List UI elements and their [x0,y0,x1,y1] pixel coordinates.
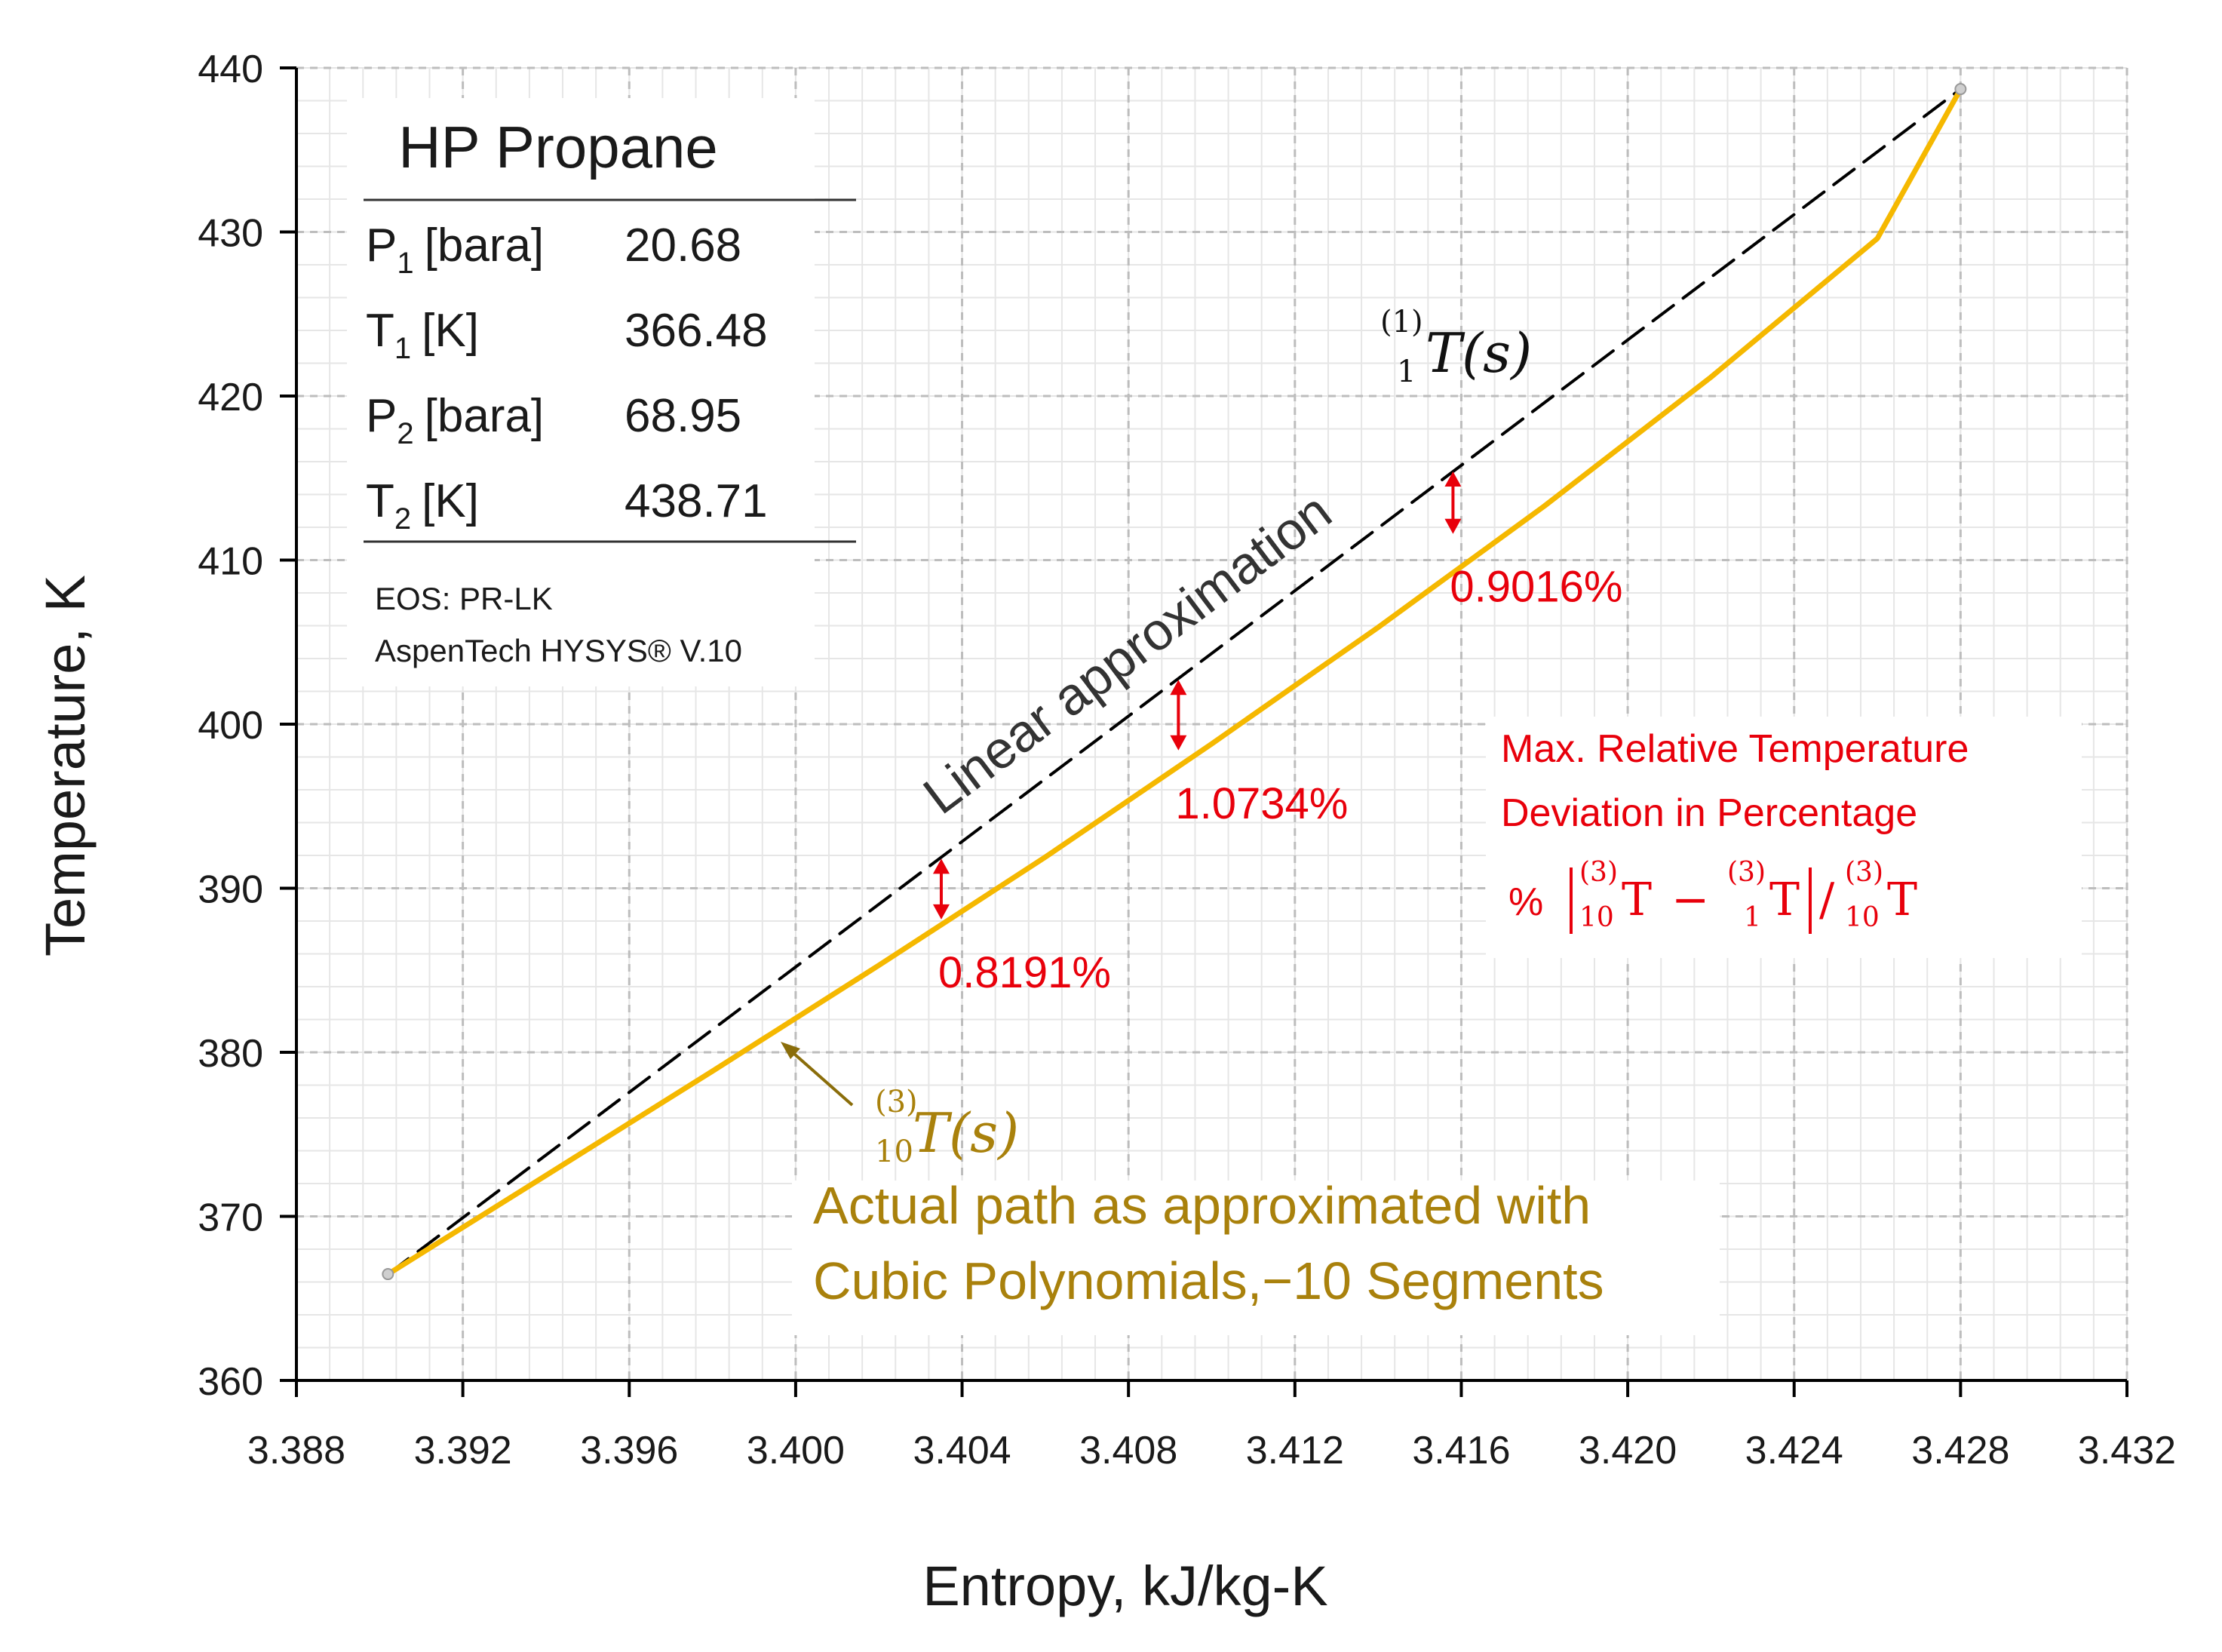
x-tick-label: 3.392 [414,1429,512,1472]
cubic-function-label: (3) 10 T(s) [875,1085,1019,1169]
linear-function-label: (1) 1 T(s) [1380,305,1532,389]
cubic-func-pre: (3) [875,1085,918,1119]
x-tick-label: 3.420 [1579,1429,1677,1472]
x-tick-label: 3.408 [1079,1429,1177,1472]
info-row: T1 [K] 366.48 [366,305,768,365]
y-tick-label: 360 [198,1360,263,1404]
x-tick-label: 3.404 [913,1429,1011,1472]
y-tick-label: 430 [198,212,263,256]
software-label: AspenTech HYSYS® V.10 [375,633,742,668]
x-tick-label: 3.416 [1412,1429,1510,1472]
cubic-func-sub: 10 [875,1135,913,1169]
formula-sub-b: 1 [1744,902,1761,933]
x-tick-label: 3.428 [1911,1429,2009,1472]
deviation-note-line2: Deviation in Percentage [1501,791,1917,835]
actual-path-note: Actual path as approximated with Cubic P… [792,1176,1720,1335]
linear-func-body: T(s) [1426,321,1532,385]
deviation-arrow-head-up [932,858,950,874]
endpoint-marker [382,1268,394,1281]
x-tick-label: 3.424 [1745,1429,1843,1472]
formula-sup-c: (3) [1845,857,1883,888]
deviation-label: 0.8191% [938,948,1111,997]
info-row-value: 20.68 [625,220,741,272]
y-axis-title: Temperature, K [34,575,97,957]
info-row-label: T1 [K] [366,305,479,365]
deviation-arrow-head-up [1170,680,1187,695]
endpoint-marker [1954,83,1967,96]
deviation-label: 0.9016% [1450,563,1622,612]
actual-path-line1: Actual path as approximated with [813,1176,1591,1235]
deviation-formula: % (3) 10 T − (3) 1 T / (3) 10 T [1508,857,1917,934]
info-row-value: 438.71 [625,475,768,527]
formula-slash: / [1819,874,1835,926]
x-tick-label: 3.400 [747,1429,845,1472]
deviation-label: 1.0734% [1175,779,1348,828]
y-tick-label: 410 [198,540,263,584]
formula-sub-a: 10 [1579,902,1614,933]
formula-percent: % [1508,880,1543,924]
cubic-pointer-head [781,1042,800,1059]
info-row-value: 68.95 [625,390,741,442]
formula-t-a: T [1622,874,1652,926]
info-box-background [347,98,815,686]
x-tick-label: 3.388 [247,1429,345,1472]
series-layer [382,83,1967,1281]
y-tick-label: 440 [198,48,263,91]
y-tick-label: 400 [198,704,263,748]
axes-layer: 3.388 3.392 3.396 3.400 3.404 3.408 3.412 3.416… [198,48,2176,1472]
formula-minus: − [1671,874,1709,926]
actual-path-line2: Cubic Polynomials,−10 Segments [813,1251,1604,1310]
actual-path-line [385,86,1963,1277]
deviation-arrow-head-up [1444,471,1462,487]
info-row: P2 [bara] 68.95 [366,390,741,450]
x-axis-title: Entropy, kJ/kg-K [922,1555,1327,1617]
info-row: T2 [K] 438.71 [366,475,768,536]
info-row-value: 366.48 [625,305,768,357]
cubic-func-body: T(s) [913,1101,1019,1165]
formula-sub-c: 10 [1845,902,1880,933]
info-rows: P1 [bara] 20.68 T1 [K] 366.48 P2 [bara] 68.95 T2[… [366,220,768,536]
y-tick-label: 390 [198,868,263,912]
info-row: P1 [bara] 20.68 [366,220,741,280]
info-row-label: P1 [bara] [366,220,544,280]
deviation-arrow-head-down [1444,518,1462,534]
info-row-label: T2 [K] [366,475,479,536]
deviation-note-line1: Max. Relative Temperature [1501,727,1969,771]
y-tick-label: 380 [198,1032,263,1076]
y-tick-label: 420 [198,376,263,419]
formula-sup-a: (3) [1579,857,1618,888]
formula-sup-b: (3) [1727,857,1766,888]
x-tick-label: 3.412 [1246,1429,1344,1472]
linear-func-sub: 1 [1397,355,1416,389]
deviation-layer: 0.8191% 1.0734% 0.9016% [932,471,1622,997]
actual-path-note-bg [792,1181,1720,1335]
x-tick-label: 3.396 [580,1429,678,1472]
info-row-label: P2 [bara] [366,390,544,450]
info-box: HP Propane P1 [bara] 20.68 T1 [K] 366.48 P2 [ba… [347,98,856,686]
eos-label: EOS: PR-LK [375,581,553,616]
deviation-note-bg [1486,717,2082,958]
deviation-arrow-head-down [932,904,950,920]
y-tick-label: 370 [198,1196,263,1240]
deviation-note: Max. Relative Temperature Deviation in P… [1486,717,2082,958]
linear-func-pre: (1) [1380,305,1423,339]
cubic-pointer-arrow [787,1047,854,1107]
formula-t-b: T [1769,874,1800,926]
info-title: HP Propane [398,114,718,180]
linear-approximation-label: Linear approximation [913,481,1342,825]
linear-approximation-line [386,88,1963,1276]
formula-t-c: T [1887,874,1917,926]
deviation-arrow-head-down [1170,735,1187,751]
x-tick-label: 3.432 [2078,1429,2176,1472]
